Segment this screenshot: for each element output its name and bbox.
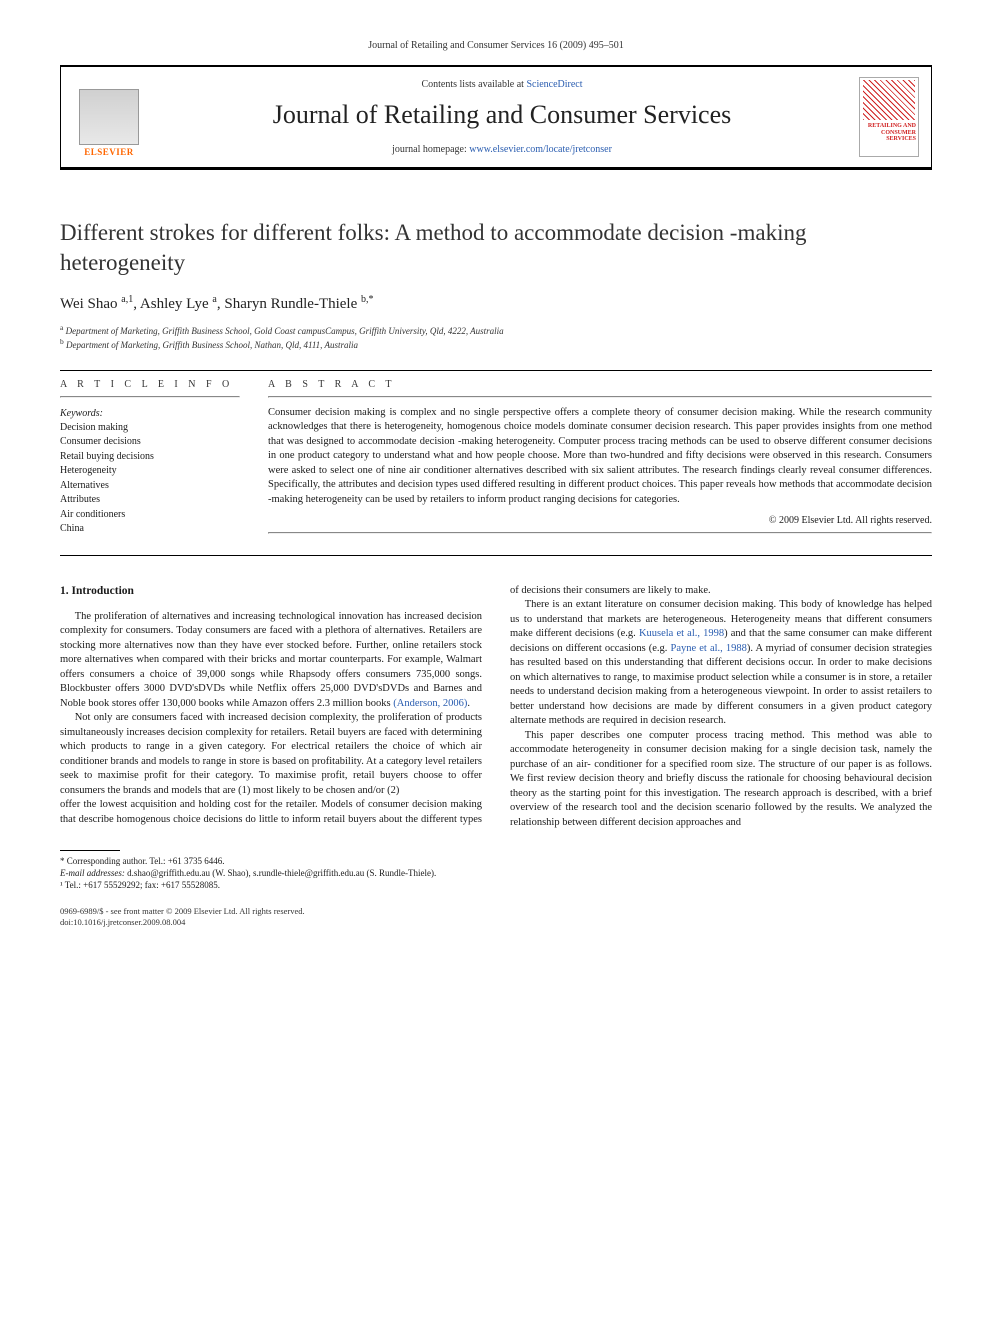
footer-block: 0969-6989/$ - see front matter © 2009 El… xyxy=(60,906,932,928)
keyword-item: Air conditioners xyxy=(60,508,240,523)
footnotes: * Corresponding author. Tel.: +61 3735 6… xyxy=(60,850,461,891)
keyword-item: Alternatives xyxy=(60,479,240,494)
citation-link[interactable]: Payne et al., 1988 xyxy=(671,643,747,654)
keyword-item: Consumer decisions xyxy=(60,435,240,450)
homepage-prefix: journal homepage: xyxy=(392,144,469,155)
article-info-column: A R T I C L E I N F O Keywords: Decision… xyxy=(60,371,240,537)
body-paragraph: This paper describes one computer proces… xyxy=(510,729,932,830)
para-text: ). A myriad of consumer decision strateg… xyxy=(510,643,932,726)
author-list: Wei Shao a,1, Ashley Lye a, Sharyn Rundl… xyxy=(60,294,932,313)
section-title: Introduction xyxy=(72,585,134,597)
issn-line: 0969-6989/$ - see front matter © 2009 El… xyxy=(60,906,932,917)
elsevier-label: ELSEVIER xyxy=(84,147,134,157)
citation-link[interactable]: (Anderson, 2006) xyxy=(393,698,467,709)
elsevier-tree-icon xyxy=(79,89,139,145)
elsevier-logo: ELSEVIER xyxy=(73,77,145,157)
cover-thumb-label: RETAILING AND CONSUMER SERVICES xyxy=(862,123,916,143)
section-number: 1. xyxy=(60,585,69,597)
cover-graphic-icon xyxy=(863,80,915,120)
keywords-label: Keywords: xyxy=(60,408,240,419)
body-paragraph: The proliferation of alternatives and in… xyxy=(60,610,482,711)
sciencedirect-link[interactable]: ScienceDirect xyxy=(526,79,582,90)
keyword-item: Decision making xyxy=(60,421,240,436)
keyword-item: China xyxy=(60,522,240,537)
keyword-item: Attributes xyxy=(60,493,240,508)
abstract-head: A B S T R A C T xyxy=(268,371,932,396)
divider xyxy=(268,532,932,534)
masthead-center: Contents lists available at ScienceDirec… xyxy=(145,75,859,159)
keywords-list: Decision makingConsumer decisionsRetail … xyxy=(60,421,240,537)
tel-note: ¹ Tel.: +617 55529292; fax: +617 5552808… xyxy=(60,879,461,891)
body-paragraph: There is an extant literature on consume… xyxy=(510,598,932,728)
affiliations: a Department of Marketing, Griffith Busi… xyxy=(60,323,932,352)
divider xyxy=(60,555,932,556)
contents-prefix: Contents lists available at xyxy=(421,79,526,90)
abstract-copyright: © 2009 Elsevier Ltd. All rights reserved… xyxy=(268,515,932,526)
footnote-rule xyxy=(60,850,120,851)
email-note: E-mail addresses: d.shao@griffith.edu.au… xyxy=(60,867,461,879)
citation-link[interactable]: Kuusela et al., 1998 xyxy=(639,628,724,639)
corresponding-author-note: * Corresponding author. Tel.: +61 3735 6… xyxy=(60,855,461,867)
divider xyxy=(60,396,240,398)
para-text: . xyxy=(467,698,470,709)
journal-cover-thumb: RETAILING AND CONSUMER SERVICES xyxy=(859,77,919,157)
abstract-text: Consumer decision making is complex and … xyxy=(268,398,932,507)
doi-line: doi:10.1016/j.jretconser.2009.08.004 xyxy=(60,917,932,928)
article-info-head: A R T I C L E I N F O xyxy=(60,371,240,396)
abstract-column: A B S T R A C T Consumer decision making… xyxy=(268,371,932,537)
body-columns: 1. Introduction The proliferation of alt… xyxy=(60,584,932,830)
body-paragraph: Not only are consumers faced with increa… xyxy=(60,711,482,798)
journal-title: Journal of Retailing and Consumer Servic… xyxy=(145,100,859,130)
email-label: E-mail addresses: xyxy=(60,868,125,878)
contents-line: Contents lists available at ScienceDirec… xyxy=(145,79,859,90)
section-heading: 1. Introduction xyxy=(60,584,482,600)
homepage-link[interactable]: www.elsevier.com/locate/jretconser xyxy=(469,144,612,155)
email-text: d.shao@griffith.edu.au (W. Shao), s.rund… xyxy=(125,868,436,878)
journal-reference: Journal of Retailing and Consumer Servic… xyxy=(60,40,932,51)
para-text: The proliferation of alternatives and in… xyxy=(60,611,482,709)
homepage-line: journal homepage: www.elsevier.com/locat… xyxy=(145,144,859,155)
keyword-item: Heterogeneity xyxy=(60,464,240,479)
article-title: Different strokes for different folks: A… xyxy=(60,218,932,278)
masthead: ELSEVIER Contents lists available at Sci… xyxy=(60,65,932,170)
keyword-item: Retail buying decisions xyxy=(60,450,240,465)
